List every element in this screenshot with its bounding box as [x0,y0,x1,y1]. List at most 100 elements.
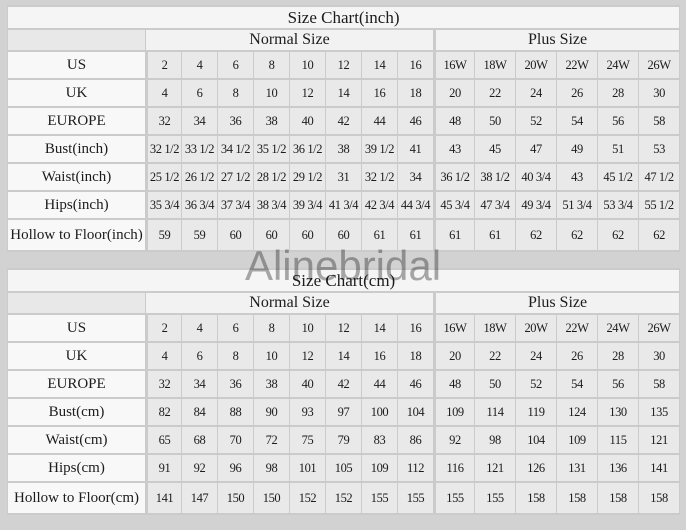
row-label: Hips(cm) [8,455,145,481]
size-cell: 40 [290,371,325,397]
size-cell: 36 1/2 [434,164,474,190]
table-title: Size Chart(inch) [8,7,680,28]
size-cell: 68 [182,427,217,453]
size-cell: 152 [326,483,361,513]
size-cell: 33 1/2 [182,136,217,162]
size-cell: 30 [639,80,680,106]
size-cell: 150 [218,483,253,513]
size-cell: 43 [557,164,597,190]
size-cell: 61 [362,220,397,250]
size-cell: 8 [218,80,253,106]
size-cell: 10 [290,315,325,341]
row-label: Hollow to Floor(inch) [8,220,145,250]
size-cell: 32 [146,371,181,397]
size-cell: 4 [146,343,181,369]
size-cell: 75 [290,427,325,453]
size-cell: 62 [639,220,680,250]
size-cell: 56 [598,371,638,397]
size-cell: 44 [362,108,397,134]
size-cell: 72 [254,427,289,453]
table-row: Hips(inch) 35 3/4 36 3/4 37 3/4 38 3/4 39 3/4… [8,192,680,218]
size-cell: 35 1/2 [254,136,289,162]
size-cell: 31 [326,164,361,190]
size-cell: 18 [398,343,433,369]
size-cell: 92 [182,455,217,481]
size-cell: 16 [362,343,397,369]
table-title-row: Size Chart(inch) [8,7,680,28]
row-label: Hips(inch) [8,192,145,218]
size-cell: 12 [326,315,361,341]
size-cell: 45 [475,136,515,162]
size-cell: 47 1/2 [639,164,680,190]
size-cell: 30 [639,343,680,369]
size-cell: 49 [557,136,597,162]
size-cell: 29 1/2 [290,164,325,190]
size-cell: 51 3/4 [557,192,597,218]
size-cell: 8 [254,315,289,341]
size-cell: 39 1/2 [362,136,397,162]
size-cell: 24W [598,315,638,341]
size-cell: 25 1/2 [146,164,181,190]
size-cell: 97 [326,399,361,425]
size-cell: 16 [398,315,433,341]
size-cell: 131 [557,455,597,481]
size-cell: 62 [557,220,597,250]
size-cell: 100 [362,399,397,425]
size-cell: 20 [434,343,474,369]
size-cell: 58 [639,108,680,134]
size-cell: 53 [639,136,680,162]
size-cell: 54 [557,108,597,134]
size-cell: 150 [254,483,289,513]
size-cell: 28 [598,343,638,369]
size-cell: 91 [146,455,181,481]
size-cell: 104 [516,427,556,453]
size-cell: 41 [398,136,433,162]
size-cell: 26 [557,80,597,106]
size-cell: 121 [475,455,515,481]
size-cell: 14 [326,80,361,106]
size-cell: 14 [326,343,361,369]
size-cell: 36 [218,108,253,134]
row-label: Hollow to Floor(cm) [8,483,145,513]
size-cell: 141 [146,483,181,513]
size-cell: 98 [254,455,289,481]
size-cell: 147 [182,483,217,513]
size-cell: 38 [254,371,289,397]
table-row: EUROPE 32 34 36 38 40 42 44 46 48 50 52 54 56 58 [8,108,680,134]
size-cell: 22W [557,315,597,341]
size-cell: 158 [557,483,597,513]
row-label: Bust(inch) [8,136,145,162]
size-cell: 22W [557,52,597,78]
size-cell: 20W [516,315,556,341]
size-cell: 22 [475,343,515,369]
table-row: UK 4 6 8 10 12 14 16 18 20 22 24 26 28 30 [8,80,680,106]
size-cell: 46 [398,371,433,397]
table-row: Hips(cm) 91 92 96 98 101 105 109 112 116 121 126 131… [8,455,680,481]
size-cell: 105 [326,455,361,481]
size-cell: 152 [290,483,325,513]
size-cell: 65 [146,427,181,453]
size-cell: 22 [475,80,515,106]
size-cell: 40 [290,108,325,134]
size-cell: 24 [516,80,556,106]
size-cell: 36 3/4 [182,192,217,218]
size-cell: 53 3/4 [598,192,638,218]
row-label: Waist(cm) [8,427,145,453]
size-cell: 155 [362,483,397,513]
size-cell: 38 3/4 [254,192,289,218]
row-label: Waist(inch) [8,164,145,190]
size-cell: 48 [434,371,474,397]
size-cell: 12 [290,343,325,369]
size-cell: 54 [557,371,597,397]
size-cell: 37 3/4 [218,192,253,218]
size-cell: 126 [516,455,556,481]
size-cell: 18W [475,52,515,78]
size-cell: 158 [598,483,638,513]
row-label: US [8,52,145,78]
size-chart-image: Size Chart(inch) Normal Size Plus Size US 2 4… [7,5,681,515]
table-row: Hollow to Floor(cm) 141 147 150 150 152 152 155… [8,483,680,513]
size-cell: 24 [516,343,556,369]
size-cell: 26W [639,52,680,78]
size-cell: 93 [290,399,325,425]
size-cell: 79 [326,427,361,453]
